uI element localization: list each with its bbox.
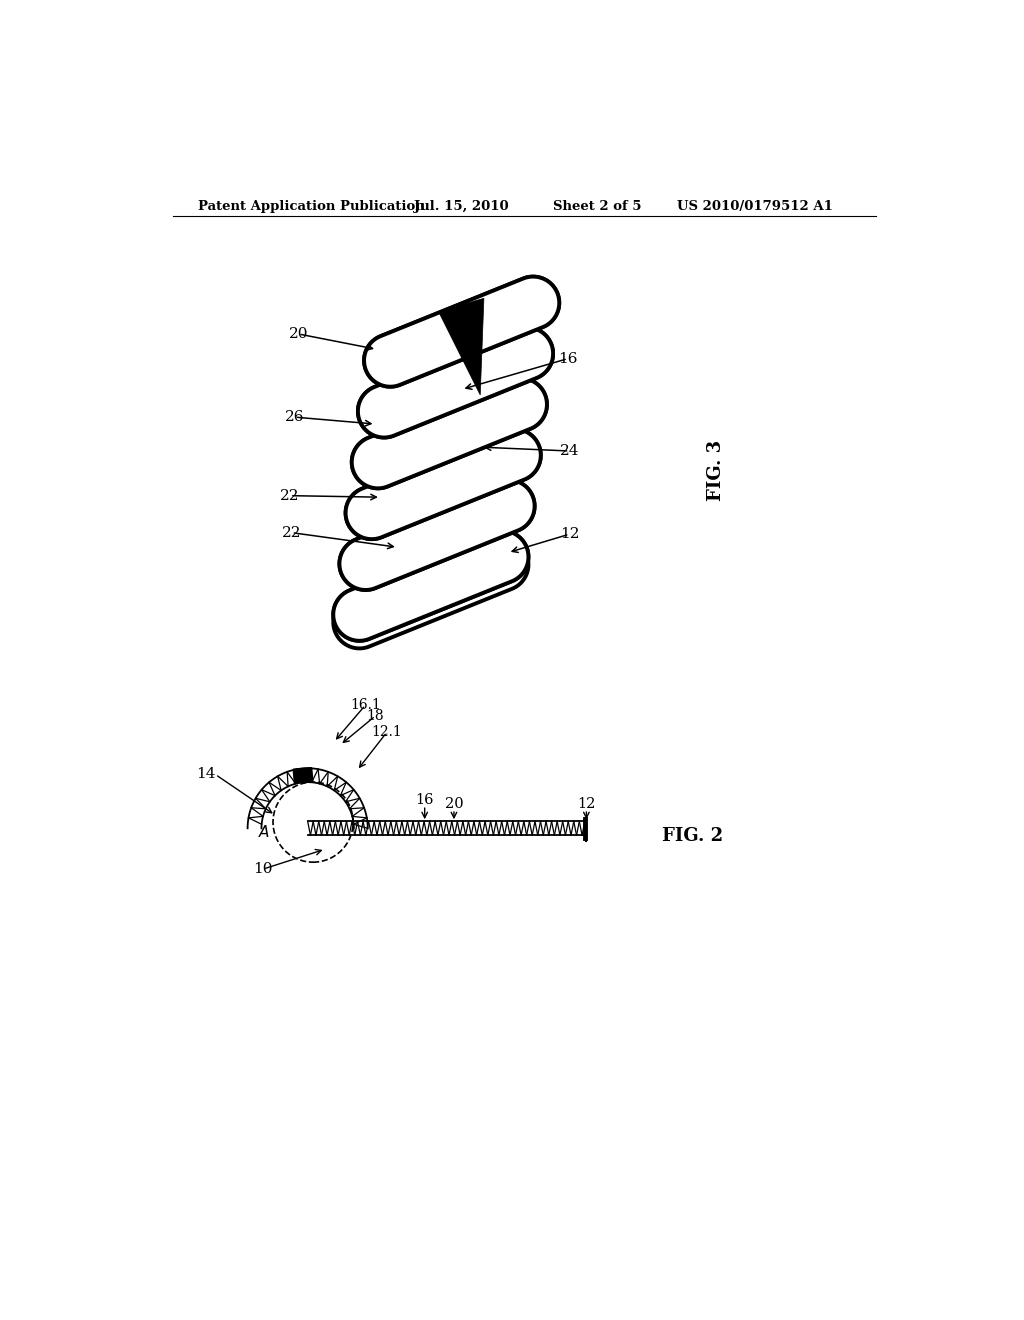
Text: US 2010/0179512 A1: US 2010/0179512 A1 — [677, 199, 834, 213]
Text: $A_{\!}$: $A_{\!}$ — [258, 825, 270, 838]
Polygon shape — [352, 379, 547, 488]
Polygon shape — [333, 539, 528, 648]
Text: 16: 16 — [416, 793, 434, 807]
Text: 24: 24 — [560, 444, 580, 458]
Text: 10: 10 — [253, 862, 272, 876]
Polygon shape — [333, 531, 528, 640]
Text: 20: 20 — [289, 327, 308, 341]
Text: 18: 18 — [367, 709, 384, 723]
Text: 22: 22 — [282, 525, 301, 540]
Text: 12: 12 — [560, 527, 580, 541]
Text: 14: 14 — [196, 767, 215, 781]
Text: 20: 20 — [444, 797, 463, 810]
Text: Patent Application Publication: Patent Application Publication — [199, 199, 425, 213]
Text: 16.1: 16.1 — [350, 698, 381, 711]
Polygon shape — [358, 327, 553, 437]
Polygon shape — [358, 327, 553, 437]
Polygon shape — [413, 463, 479, 471]
Polygon shape — [400, 565, 467, 573]
Text: FIG. 2: FIG. 2 — [663, 828, 723, 845]
Polygon shape — [333, 531, 528, 640]
Polygon shape — [438, 298, 484, 395]
Polygon shape — [339, 480, 535, 590]
Text: 26: 26 — [285, 411, 304, 424]
Polygon shape — [346, 429, 541, 539]
Polygon shape — [352, 379, 547, 488]
Polygon shape — [339, 480, 535, 590]
Polygon shape — [293, 768, 313, 783]
Polygon shape — [407, 515, 473, 521]
Polygon shape — [425, 362, 492, 370]
Text: 22: 22 — [281, 488, 300, 503]
Text: 12: 12 — [578, 797, 596, 810]
Text: 16: 16 — [558, 351, 578, 366]
Text: Jul. 15, 2010: Jul. 15, 2010 — [414, 199, 509, 213]
Polygon shape — [365, 277, 559, 387]
Polygon shape — [346, 429, 541, 539]
Text: 12.1: 12.1 — [372, 725, 402, 739]
Polygon shape — [419, 413, 485, 420]
Polygon shape — [365, 277, 559, 387]
Text: Sheet 2 of 5: Sheet 2 of 5 — [553, 199, 641, 213]
Text: FIG. 3: FIG. 3 — [707, 440, 725, 500]
